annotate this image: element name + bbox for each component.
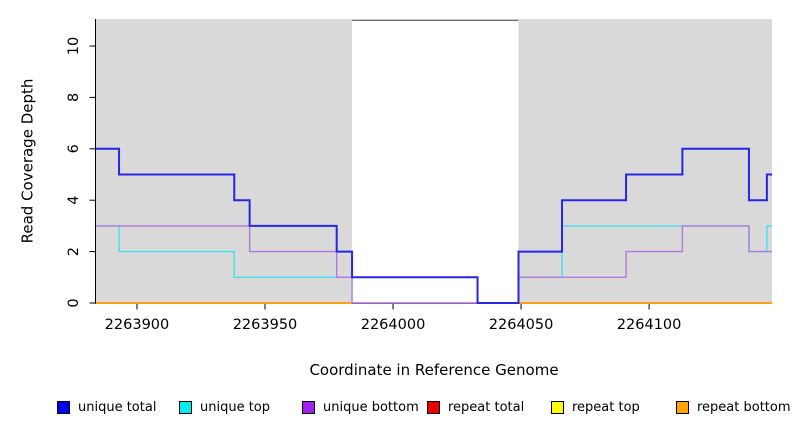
repeat-region-shading	[518, 19, 772, 303]
y-tick-label: 8	[66, 93, 82, 102]
y-tick-label: 10	[66, 37, 82, 55]
series-line-unique-total	[96, 147, 772, 304]
x-tick-label: 2264050	[489, 317, 554, 333]
x-axis-title: Coordinate in Reference Genome	[309, 361, 559, 379]
x-tick-label: 2264000	[361, 317, 426, 333]
y-tick-label: 0	[66, 298, 82, 307]
repeat-region-shading	[96, 19, 353, 303]
x-tick-label: 2263950	[233, 317, 298, 333]
y-tick-label: 2	[66, 247, 82, 256]
x-tick-label: 2263900	[105, 317, 170, 333]
y-tick-label: 4	[66, 196, 82, 205]
y-axis-title: Read Coverage Depth	[18, 78, 36, 244]
y-tick-label: 6	[66, 144, 82, 153]
x-tick-label: 2264100	[617, 317, 682, 333]
y-axis-title-wrap: Read Coverage Depth	[0, 0, 54, 322]
